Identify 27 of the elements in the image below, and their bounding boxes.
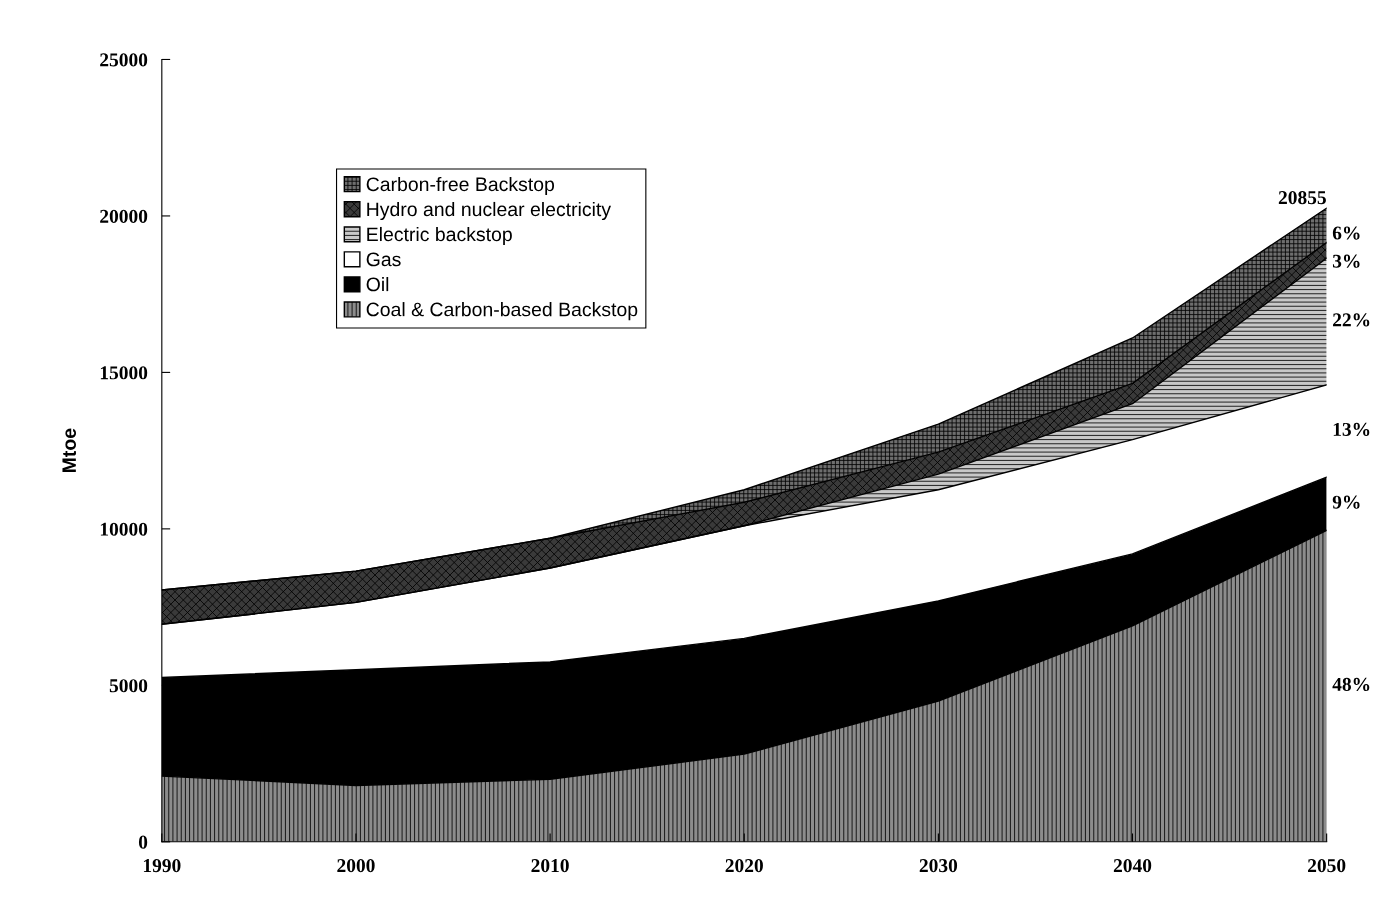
y-tick-label: 5000 — [109, 679, 148, 693]
text: 48% — [1332, 677, 1370, 692]
y-tick-label: 0 — [138, 835, 148, 849]
y-axis-title: Mtoe — [62, 428, 77, 473]
y-tick-label: 20000 — [100, 209, 148, 223]
x-tick-label: 2040 — [1113, 859, 1152, 873]
legend-label: Electric backstop — [367, 226, 512, 246]
annotation: 20855 — [1278, 191, 1326, 205]
legend-label: Hydro and nuclear electricity — [367, 201, 611, 221]
y-tick-label: 15000 — [100, 366, 148, 380]
y-tick-label: 10000 — [100, 522, 148, 536]
text: 13% — [1333, 422, 1370, 437]
text: 22% — [1333, 313, 1370, 327]
x-tick-label: 2010 — [531, 859, 569, 873]
legend-label: Gas — [366, 252, 401, 267]
legend-label: Carbon-free Backstop — [366, 176, 555, 196]
x-tick-label: 1990 — [143, 859, 181, 873]
legend-label: Oil — [366, 277, 389, 292]
y-tick-label: 25000 — [100, 53, 148, 67]
x-tick-label: 2000 — [337, 859, 375, 873]
x-tick-label: 2020 — [725, 859, 763, 873]
text: 3% — [1332, 254, 1360, 268]
text: 9% — [1332, 495, 1360, 509]
x-tick-label: 2050 — [1308, 859, 1346, 873]
legend-label: Coal & Carbon-based Backstop — [366, 302, 638, 321]
x-tick-label: 2030 — [919, 859, 958, 873]
text: 6% — [1332, 226, 1360, 240]
